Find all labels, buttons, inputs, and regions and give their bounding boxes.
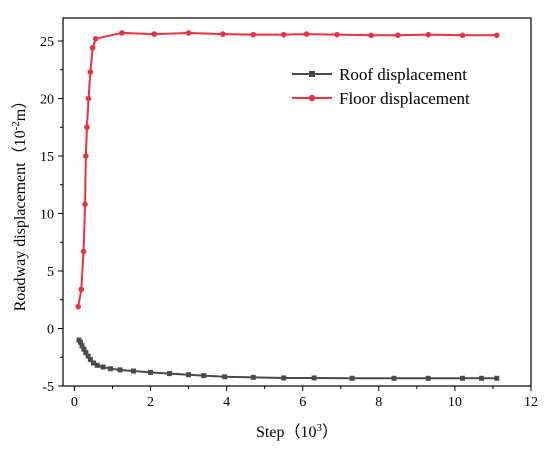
data-point: [250, 374, 256, 380]
data-point: [94, 362, 100, 368]
legend-layer: Roof displacement Floor displacement: [292, 65, 470, 108]
data-point: [280, 31, 287, 38]
y-tick-label: 20: [40, 93, 54, 108]
y-tick-label: 10: [40, 208, 54, 223]
y-tick-label: 0: [47, 323, 54, 338]
data-point: [303, 31, 310, 37]
data-point: [425, 375, 431, 381]
legend-marker: [309, 71, 315, 77]
data-point: [82, 201, 88, 208]
data-point: [460, 375, 466, 381]
data-point: [117, 367, 123, 373]
data-point: [75, 303, 82, 310]
data-point: [493, 32, 500, 39]
y-tick-label: 15: [40, 150, 54, 165]
data-point: [92, 35, 99, 42]
series-layer: [75, 30, 500, 381]
legend-label: Roof displacement: [339, 65, 467, 84]
data-point: [79, 343, 85, 349]
data-point: [349, 375, 355, 381]
data-point: [83, 350, 89, 356]
data-point: [87, 357, 93, 363]
data-point: [250, 31, 257, 38]
axes-layer: [62, 17, 532, 387]
data-point: [479, 375, 485, 381]
x-axis-label: Step（103）: [256, 422, 338, 441]
data-point: [87, 69, 94, 75]
data-point: [78, 286, 85, 293]
x-tick-label: 10: [448, 395, 462, 410]
data-point: [311, 375, 317, 381]
y-tick-label: -5: [42, 380, 54, 395]
x-tick-label: 0: [71, 395, 78, 410]
data-point: [83, 153, 89, 159]
data-point: [108, 366, 114, 372]
data-point: [281, 375, 287, 381]
x-tick-label: 6: [299, 395, 306, 410]
legend-label: Floor displacement: [339, 89, 470, 108]
data-point: [185, 30, 192, 36]
data-point: [425, 31, 432, 38]
data-point: [151, 31, 158, 37]
data-point: [85, 95, 92, 102]
plot-frame: [62, 17, 532, 387]
x-tick-label: 8: [375, 395, 382, 410]
x-tick-label: 4: [223, 395, 230, 410]
data-point: [459, 32, 466, 39]
series-line: [78, 339, 497, 380]
data-point: [167, 371, 173, 377]
data-point: [78, 339, 84, 345]
data-point: [100, 364, 106, 370]
series-0: [76, 337, 500, 381]
data-point: [119, 30, 125, 36]
data-point: [84, 124, 90, 131]
data-point: [89, 45, 96, 51]
series-1: [75, 30, 500, 310]
label-layer: Step（103） Roadway displacement（10-2m）: [10, 93, 338, 441]
data-point: [85, 353, 91, 359]
data-point: [220, 31, 226, 37]
data-point: [391, 375, 397, 381]
data-point: [201, 373, 207, 379]
data-point: [81, 346, 87, 352]
y-tick-label: 25: [40, 35, 54, 50]
y-tick-label: 5: [47, 265, 54, 280]
y-axis-label: Roadway displacement（10-2m）: [10, 93, 29, 311]
tick-layer: 0 2 4 6 8 10 12 -5 0 5 10 15 20 25: [40, 35, 538, 410]
data-point: [80, 248, 87, 255]
data-point: [334, 31, 340, 38]
data-point: [395, 32, 401, 39]
data-point: [90, 360, 96, 366]
x-tick-label: 2: [147, 395, 154, 410]
data-point: [494, 375, 500, 381]
data-point: [186, 372, 192, 378]
x-tick-label: 12: [524, 395, 538, 410]
data-point: [368, 32, 374, 39]
data-point: [148, 369, 154, 375]
data-point: [222, 374, 228, 380]
data-point: [130, 368, 136, 374]
legend-marker: [308, 94, 316, 102]
